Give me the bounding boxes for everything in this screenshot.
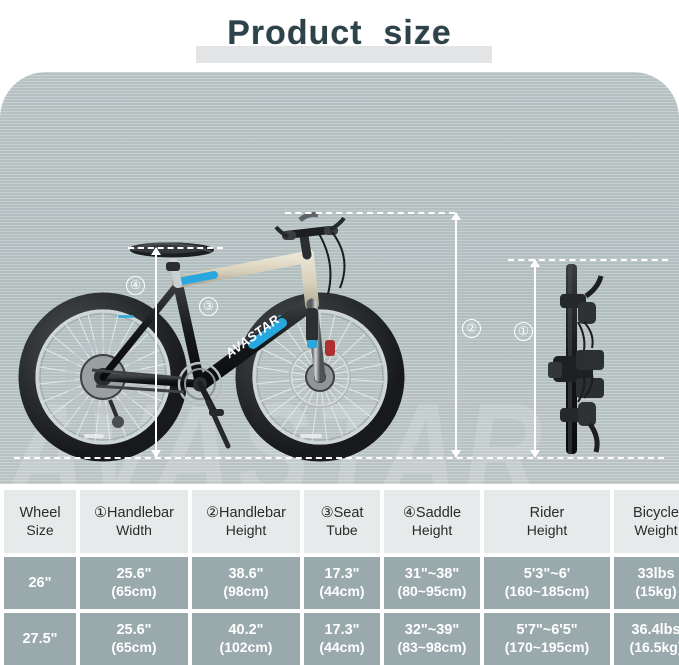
cell-value: 38.6": [228, 566, 264, 583]
bicycle-illustration: AVASTAR: [18, 212, 604, 462]
cell-value: 40.2": [228, 622, 264, 639]
cell-value: 25.6": [116, 622, 152, 639]
kickstand: [205, 399, 231, 449]
cell-subvalue: (15kg): [635, 583, 677, 600]
cell-subvalue: (83~98cm): [397, 639, 467, 656]
handlebar-width-dimension-arrow: [530, 259, 540, 458]
title-highlight-bar: [196, 46, 492, 63]
saddle-height-dimension-arrow: [151, 247, 161, 458]
header-wheel-size: Wheel Size: [4, 490, 76, 553]
header-line-1: ③Seat: [320, 504, 364, 521]
folded-bar-reference-line: [508, 259, 668, 261]
cell-subvalue: (170~195cm): [504, 639, 590, 656]
table-header-row: Wheel Size ①Handlebar Width ②Handlebar H…: [4, 490, 679, 553]
cell-wheel-size: 26": [4, 557, 76, 609]
front-fork: [306, 298, 335, 383]
cell-saddle-height: 32"~39" (83~98cm): [384, 613, 480, 665]
cell-bicycle-weight: 36.4lbs (16.5kg): [614, 613, 679, 665]
cell-handlebar-height: 38.6" (98cm): [192, 557, 300, 609]
header-line-2: Height: [526, 521, 568, 538]
cell-subvalue: (80~95cm): [397, 583, 467, 600]
callout-2-handlebar-height: ②: [462, 319, 481, 338]
header-line-2: Width: [116, 521, 152, 538]
header-line-2: Tube: [326, 521, 358, 538]
cell-value: 17.3": [324, 566, 360, 583]
cell-subvalue: (16.5kg): [629, 639, 679, 656]
header-line-1: Bicycle: [633, 504, 679, 521]
cell-handlebar-width: 25.6" (65cm): [80, 613, 188, 665]
header-saddle-height: ④Saddle Height: [384, 490, 480, 553]
cell-wheel-size: 27.5": [4, 613, 76, 665]
callout-4-saddle-height: ④: [126, 276, 145, 295]
cell-value: 36.4lbs: [631, 622, 679, 639]
cell-handlebar-height: 40.2" (102cm): [192, 613, 300, 665]
cell-value: 31"~38": [404, 566, 460, 583]
header-line-2: Weight: [634, 521, 678, 538]
cell-value: 17.3": [324, 622, 360, 639]
header-line-1: Wheel: [19, 504, 61, 521]
cell-value: 5'7"~6'5": [516, 622, 578, 639]
cell-subvalue: (102cm): [219, 639, 273, 656]
header-line-1: ④Saddle: [402, 504, 462, 521]
handlebar-height-dimension-arrow: [451, 212, 461, 458]
callout-3-seat-tube: ③: [199, 297, 218, 316]
cell-handlebar-width: 25.6" (65cm): [80, 557, 188, 609]
cell-seat-tube: 17.3" (44cm): [304, 557, 380, 609]
callout-1-handlebar-width: ①: [514, 322, 533, 341]
header-seat-tube: ③Seat Tube: [304, 490, 380, 553]
cell-value: 32"~39": [404, 622, 460, 639]
header-handlebar-width: ①Handlebar Width: [80, 490, 188, 553]
cell-subvalue: (65cm): [111, 639, 157, 656]
header-line-1: ①Handlebar: [94, 504, 174, 521]
page-title: Product size: [227, 14, 452, 52]
cell-rider-height: 5'3"~6' (160~185cm): [484, 557, 610, 609]
table-row: 27.5" 25.6" (65cm) 40.2" (102cm) 17.3" (…: [4, 613, 679, 665]
cell-subvalue: (98cm): [223, 583, 269, 600]
cell-subvalue: (65cm): [111, 583, 157, 600]
cell-rider-height: 5'7"~6'5" (170~195cm): [484, 613, 610, 665]
header-line-2: Height: [225, 521, 267, 538]
cell-value: 5'3"~6': [523, 566, 571, 583]
cell-subvalue: (160~185cm): [504, 583, 590, 600]
cell-value: 33lbs: [637, 566, 675, 583]
header-line-1: Rider: [529, 504, 565, 521]
cell-subvalue: (44cm): [319, 639, 365, 656]
cell-seat-tube: 17.3" (44cm): [304, 613, 380, 665]
title-bar: Product size: [0, 0, 679, 72]
table-row: 26" 25.6" (65cm) 38.6" (98cm) 17.3" (44c…: [4, 557, 679, 609]
header-rider-height: Rider Height: [484, 490, 610, 553]
ground-reference-line: [14, 457, 664, 459]
header-line-2: Height: [411, 521, 453, 538]
specification-table: Wheel Size ①Handlebar Width ②Handlebar H…: [0, 484, 679, 665]
cell-value: 27.5": [22, 630, 58, 647]
cell-subvalue: (44cm): [319, 583, 365, 600]
cell-saddle-height: 31"~38" (80~95cm): [384, 557, 480, 609]
header-line-2: Size: [26, 521, 54, 538]
cell-bicycle-weight: 33lbs (15kg): [614, 557, 679, 609]
header-handlebar-height: ②Handlebar Height: [192, 490, 300, 553]
handlebar-assembly: [274, 212, 346, 295]
cell-value: 26": [28, 574, 52, 591]
cell-value: 25.6": [116, 566, 152, 583]
header-bicycle-weight: Bicycle Weight: [614, 490, 679, 553]
header-line-1: ②Handlebar: [206, 504, 286, 521]
handlebar-reference-line: [285, 212, 455, 214]
product-diagram-panel: AVASTAR: [0, 72, 679, 484]
saddle-reference-line: [128, 247, 223, 249]
folded-handlebar-view: [548, 264, 604, 454]
